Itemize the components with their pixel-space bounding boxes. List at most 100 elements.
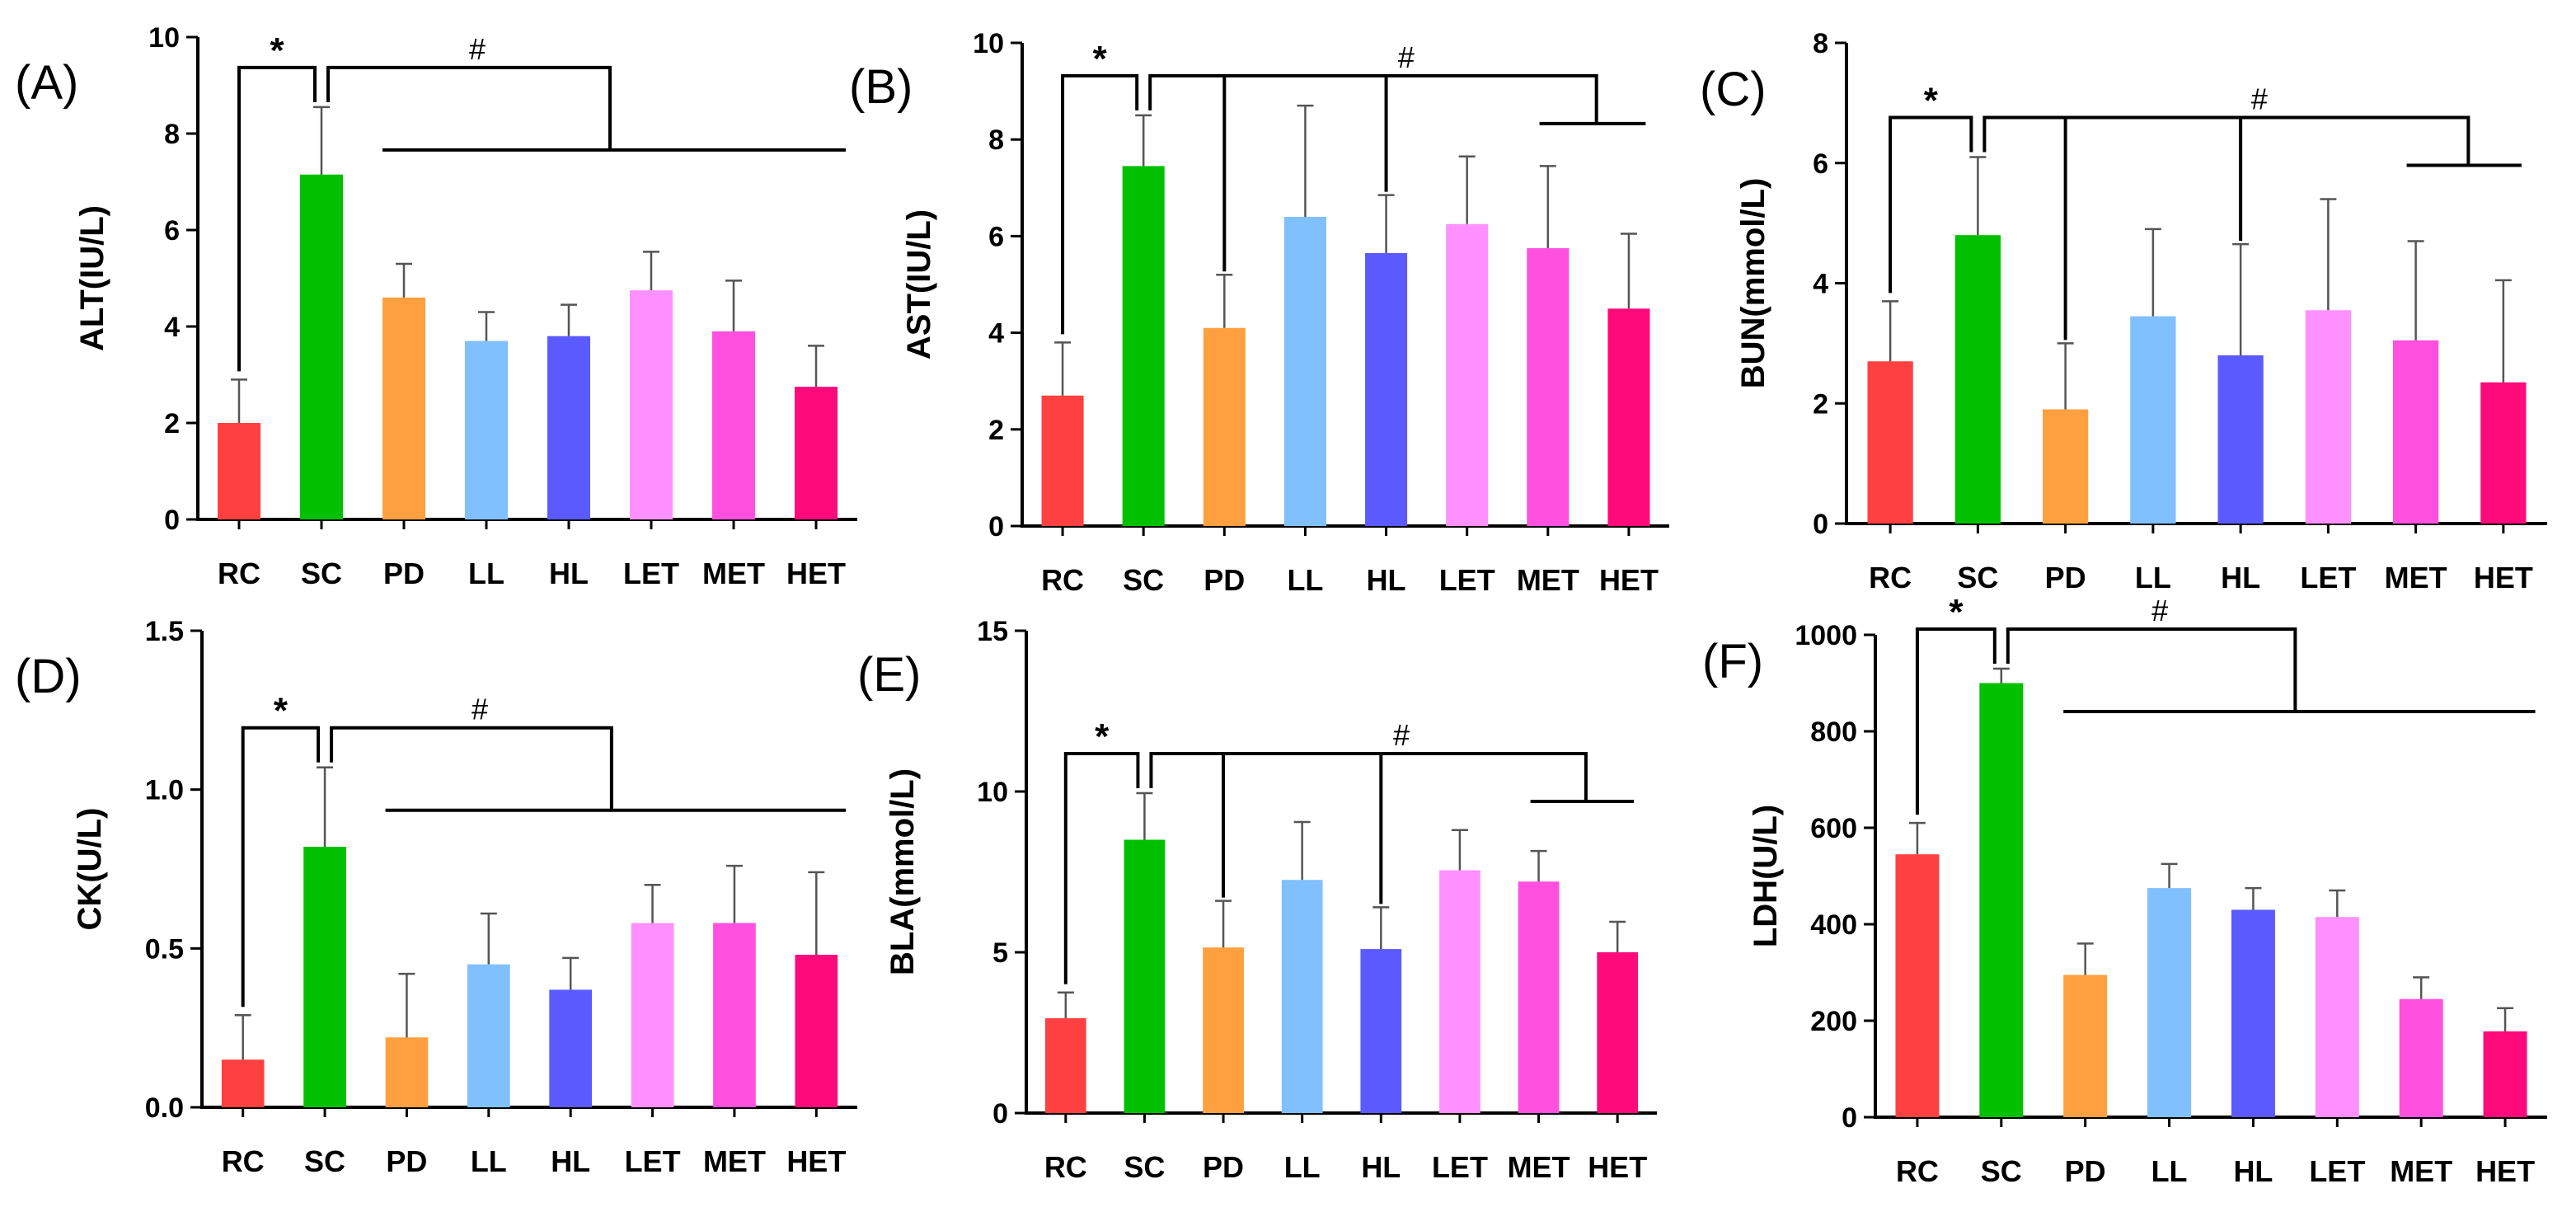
x-tick-label: MET [703,1144,766,1178]
bar-sc [300,174,343,519]
significance-bracket-rc-sc [1063,751,1140,984]
x-tick-label: SC [1957,561,1998,594]
x-tick-label: SC [304,1144,345,1178]
x-tick-label: LET [623,557,679,590]
significance-star: * [274,691,289,731]
x-tick-label: LL [471,1144,507,1178]
chart-panel-1: (A) ALT(IU/L) 0 2 4 6 8 10 RC SC PD LL HL LET MET HET * # [15,22,857,590]
x-tick-label: MET [2385,561,2447,594]
significance-bracket-rc-sc [1915,627,1997,815]
bar-pd [385,1037,429,1107]
bar-het [795,955,838,1107]
x-tick-label: SC [1981,1154,2022,1188]
x-tick-label: LL [2135,561,2171,594]
bar-ll [2147,888,2192,1117]
bar-rc [1895,854,1940,1117]
bar-let [630,290,673,519]
x-tick-label: RC [1896,1154,1939,1188]
y-tick-label: 1000 [1795,620,1857,651]
bar-ll [465,341,508,519]
y-tick-label: 10 [148,22,180,54]
significance-star: * [1949,592,1964,632]
x-tick-label: PD [2065,1154,2106,1188]
bar-pd [1203,947,1244,1113]
x-tick-label: MET [1508,1150,1570,1184]
significance-hash: # [1398,40,1415,74]
y-tick-label: 1.5 [145,616,184,647]
bar-pd [2063,975,2108,1117]
x-tick-label: SC [1124,1150,1165,1184]
y-axis-label: BLA(mmol/L) [884,768,921,975]
bar-rc [1044,1017,1086,1113]
x-tick-label: HL [549,557,589,590]
x-tick-label: LL [1284,1150,1321,1184]
bar-rc [218,423,260,519]
significance-bracket-rc-sc [241,726,321,1008]
bar-sc [303,847,346,1107]
y-tick-label: 8 [1813,28,1828,59]
x-tick-label: HET [2475,1154,2535,1188]
x-tick-label: RC [1041,563,1084,597]
panel-label: (A) [15,56,78,110]
x-tick-label: HET [2474,561,2533,594]
significance-bracket-rc-sc [237,65,317,372]
x-tick-label: SC [301,557,342,590]
x-tick-label: PD [383,557,425,590]
y-tick-label: 0 [164,505,180,536]
bar-met [712,331,755,519]
y-tick-label: 6 [988,221,1004,252]
y-tick-label: 2 [1813,388,1828,420]
x-tick-label: PD [2045,561,2086,594]
significance-bracket-rc-sc [1061,73,1139,335]
bar-sc [1122,166,1165,526]
y-tick-label: 10 [973,28,1004,59]
bar-het [1607,308,1650,526]
x-tick-label: RC [1044,1150,1087,1184]
y-tick-label: 10 [977,777,1008,808]
bar-het [2483,1031,2527,1117]
bar-met [1518,881,1560,1113]
bar-rc [1867,361,1913,524]
y-tick-label: 0 [1813,509,1828,540]
bar-pd [1203,327,1246,526]
panel-label: (E) [857,648,921,702]
bar-met [2393,340,2439,524]
bar-let [2305,310,2351,524]
panel-label: (D) [15,650,82,703]
x-tick-label: PD [1204,563,1245,597]
chart-panel-6: (F) LDH(U/L) 0 200 400 600 800 1000 RC SC PD LL HL LE… [1702,592,2547,1188]
y-tick-label: 0.0 [145,1092,184,1124]
chart-panel-5: (E) BLA(mmol/L) 0 5 10 15 RC SC PD LL HL LET MET HET *… [857,616,1657,1184]
y-tick-label: 8 [988,124,1004,156]
significance-hash: # [472,693,488,726]
x-tick-label: LET [2300,561,2356,594]
x-tick-label: HET [786,1144,846,1178]
y-tick-label: 0 [1842,1102,1857,1134]
bar-met [2399,998,2443,1117]
y-tick-label: 4 [164,312,180,343]
significance-hash: # [1393,718,1410,752]
bar-pd [382,297,425,519]
x-tick-label: HL [1361,1150,1401,1184]
y-tick-label: 800 [1810,716,1857,748]
bar-hl [2217,355,2264,524]
y-axis-label: AST(IU/L) [901,209,937,359]
y-axis-label: ALT(IU/L) [74,205,110,351]
bar-hl [549,989,593,1107]
x-tick-label: RC [1869,561,1912,594]
y-tick-label: 200 [1810,1006,1857,1037]
y-tick-label: 5 [992,937,1008,969]
y-tick-label: 6 [1813,148,1828,180]
chart-panel-3: (C) BUN(mmol/L) 0 2 4 6 8 RC SC PD LL HL LET MET HET * # [1700,28,2547,594]
x-tick-label: MET [2390,1154,2452,1188]
x-tick-label: MET [1517,563,1579,597]
significance-bracket-sc-groups [1148,73,1598,124]
y-tick-label: 600 [1810,813,1857,844]
bar-let [2315,917,2359,1117]
chart-panel-2: (B) AST(IU/L) 0 2 4 6 8 10 RC SC PD LL HL LET MET HET * # [849,28,1669,597]
y-tick-label: 0.5 [145,933,184,965]
chart-panel-4: (D) CK(U/L) 0.0 0.5 1.0 1.5 RC SC PD LL HL LET MET HE… [15,616,857,1178]
significance-star: * [1093,39,1108,79]
significance-hash: # [2151,594,2168,627]
